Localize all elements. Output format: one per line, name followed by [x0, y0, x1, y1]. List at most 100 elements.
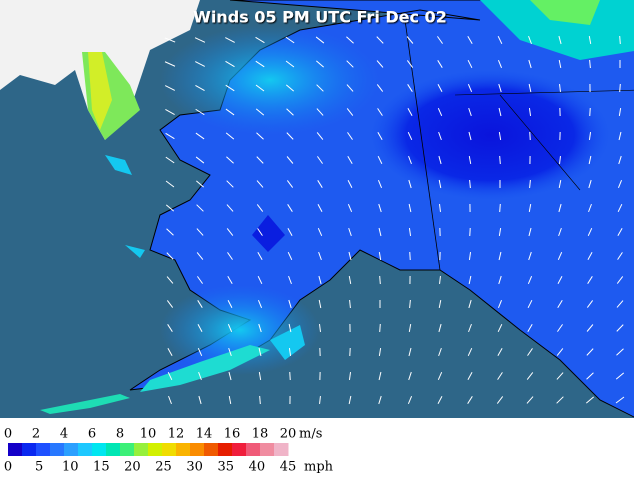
wind-arrow — [438, 347, 442, 357]
wind-arrow — [617, 203, 623, 213]
wind-arrow — [256, 180, 264, 188]
wind-arrow — [438, 155, 442, 165]
wind-arrow — [468, 107, 472, 117]
wind-arrow — [316, 60, 324, 68]
wind-arrow — [498, 275, 502, 285]
wind-arrow — [529, 179, 531, 189]
wind-arrow — [227, 299, 233, 309]
mph-tick-label: 15 — [93, 460, 110, 475]
color-swatch — [64, 443, 79, 456]
wind-arrow — [618, 107, 622, 117]
map: Winds 05 PM UTC Fri Dec 02 — [0, 0, 634, 418]
wind-arrow — [195, 84, 205, 92]
wind-arrow — [346, 36, 354, 44]
wind-arrow — [285, 60, 295, 68]
wind-arrow — [619, 35, 621, 45]
wind-arrow — [586, 300, 594, 308]
wind-arrow — [316, 108, 324, 116]
mph-tick-label: 0 — [4, 460, 12, 475]
wind-arrow — [588, 179, 592, 189]
color-swatch — [36, 443, 51, 456]
wind-arrow — [498, 227, 502, 237]
wind-arrow — [319, 395, 321, 405]
legend: 0 2 4 6 8 10 12 14 16 18 20 m/s0 5 10 15 20 25 30 35 40 45 mp… — [4, 427, 334, 475]
wind-arrow — [165, 156, 175, 164]
wind-arrow — [378, 347, 382, 357]
wind-arrow — [259, 395, 261, 405]
wind-arrow — [437, 36, 443, 44]
wind-arrow — [528, 227, 532, 237]
wind-arrow — [287, 251, 293, 261]
wind-arrow — [196, 252, 204, 260]
wind-arrow — [558, 35, 562, 45]
wind-arrow — [257, 228, 263, 236]
wind-arrow — [497, 59, 503, 69]
wind-arrow — [468, 155, 472, 165]
wind-arrow — [498, 251, 502, 261]
color-swatch — [120, 443, 135, 456]
wind-arrow — [617, 252, 623, 260]
wind-arrow — [467, 83, 473, 93]
ms-tick-label: 8 — [116, 427, 124, 442]
chukotka-strong-winds — [88, 52, 112, 130]
wind-arrow — [349, 299, 351, 309]
wind-arrow — [528, 107, 532, 117]
wind-arrow — [438, 179, 442, 189]
wind-arrow — [379, 323, 381, 333]
wind-arrow — [587, 252, 593, 260]
wind-arrow — [377, 132, 383, 140]
wind-arrow — [165, 108, 175, 116]
color-swatch — [134, 443, 149, 456]
wind-arrow — [437, 60, 443, 68]
wind-arrow — [437, 107, 443, 117]
ms-tick-label: 18 — [252, 427, 269, 442]
wind-arrow — [438, 299, 442, 309]
wind-arrow — [616, 348, 624, 356]
border-line — [454, 89, 634, 96]
wind-arrow — [588, 131, 592, 141]
wind-arrow — [587, 227, 593, 237]
ms-tick-label: 12 — [168, 427, 185, 442]
wind-arrow — [499, 155, 501, 165]
wind-arrow — [378, 227, 382, 237]
kodiak — [270, 325, 305, 360]
color-swatch — [162, 443, 177, 456]
border-line — [404, 19, 441, 271]
wind-arrow — [318, 299, 322, 309]
wind-arrow — [194, 37, 206, 43]
color-swatch — [8, 443, 23, 456]
wind-arrow — [526, 372, 534, 380]
wind-arrow — [617, 179, 623, 189]
wind-arrow — [316, 84, 324, 92]
wind-arrow — [318, 251, 322, 261]
mph-tick-label: 5 — [35, 460, 43, 475]
wind-arrow — [317, 227, 323, 237]
wind-arrow — [348, 251, 352, 261]
wind-arrow — [588, 155, 592, 165]
beaufort-winds — [480, 0, 634, 60]
wind-arrow — [166, 228, 174, 236]
wind-arrow — [165, 180, 175, 188]
wind-arrow — [315, 36, 325, 44]
wind-arrow — [316, 132, 324, 140]
wind-arrow — [378, 203, 382, 213]
wind-arrow — [497, 348, 503, 356]
wind-arrow — [227, 252, 233, 260]
wind-arrow — [617, 228, 623, 236]
wind-arrow — [586, 372, 594, 380]
wind-arrow — [227, 276, 233, 284]
wind-arrow — [557, 251, 563, 261]
wind-arrow — [498, 131, 502, 141]
wind-arrow — [467, 347, 473, 357]
ms-unit: m/s — [299, 427, 322, 442]
wind-arrow — [348, 371, 352, 381]
wind-arrow — [346, 84, 354, 92]
color-swatch — [190, 443, 205, 456]
mph-tick-label: 30 — [186, 460, 203, 475]
ms-tick-label: 10 — [140, 427, 157, 442]
ms-tick-label: 14 — [196, 427, 213, 442]
peninsula-winds — [140, 345, 270, 392]
color-swatch — [92, 443, 107, 456]
wind-arrow — [528, 203, 532, 213]
